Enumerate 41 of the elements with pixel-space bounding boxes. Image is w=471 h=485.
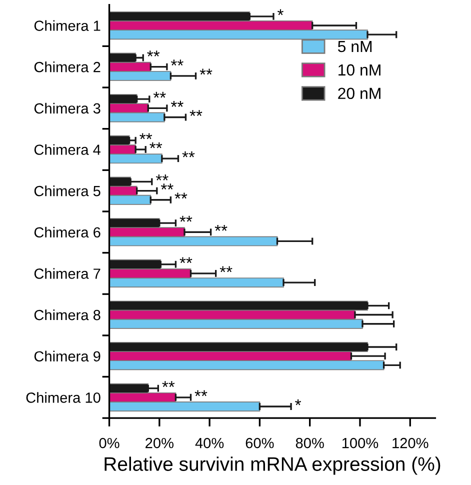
data-label: ** (160, 184, 174, 190)
data-label: ** (147, 50, 160, 56)
y-tick-label: Chimera 7 (34, 268, 100, 279)
data-label: ** (190, 110, 202, 116)
data-label: ** (182, 151, 195, 158)
data-label: ** (170, 101, 184, 107)
y-tick-label: Chimera 2 (34, 62, 100, 72)
data-label: * (278, 9, 284, 16)
legend-label: 20 nM (338, 88, 380, 100)
x-tick-label: 120% (392, 438, 428, 448)
x-tick-label: 40% (195, 438, 224, 448)
x-tick-label: 80% (296, 438, 324, 448)
data-label: ** (162, 381, 175, 388)
y-tick-label: Chimera 8 (34, 309, 100, 320)
data-label: ** (200, 68, 212, 75)
x-tick-label: 60% (246, 438, 274, 448)
data-label: ** (150, 142, 162, 148)
data-label: ** (180, 257, 192, 264)
data-label: ** (156, 174, 168, 180)
y-tick-label: Chimera 3 (34, 102, 100, 114)
data-label: ** (170, 60, 184, 66)
x-tick-label: 100% (342, 438, 378, 448)
data-label: ** (194, 390, 208, 396)
data-label: ** (214, 224, 228, 231)
y-tick-label: Chimera 9 (34, 350, 100, 362)
y-tick-label: Chimera 6 (34, 226, 100, 238)
x-tick-label: 0% (99, 438, 120, 448)
y-tick-label: Chimera 1 (34, 20, 100, 31)
y-tick-label: Chimera 5 (34, 186, 100, 196)
data-label: * (295, 399, 302, 406)
data-label: ** (153, 92, 166, 98)
y-tick-label: Chimera 10 (26, 392, 100, 403)
x-tick-label: 20% (146, 438, 174, 448)
data-label: ** (220, 266, 232, 272)
y-tick-label: Chimera 4 (34, 144, 101, 155)
legend-label: 5 nM (338, 41, 372, 52)
legend-label: 10 nM (338, 64, 380, 76)
data-label: ** (174, 192, 188, 199)
data-label: ** (140, 133, 152, 140)
data-label: ** (180, 216, 192, 222)
x-axis-title: Relative survivin mRNA expression (%) (104, 456, 440, 475)
